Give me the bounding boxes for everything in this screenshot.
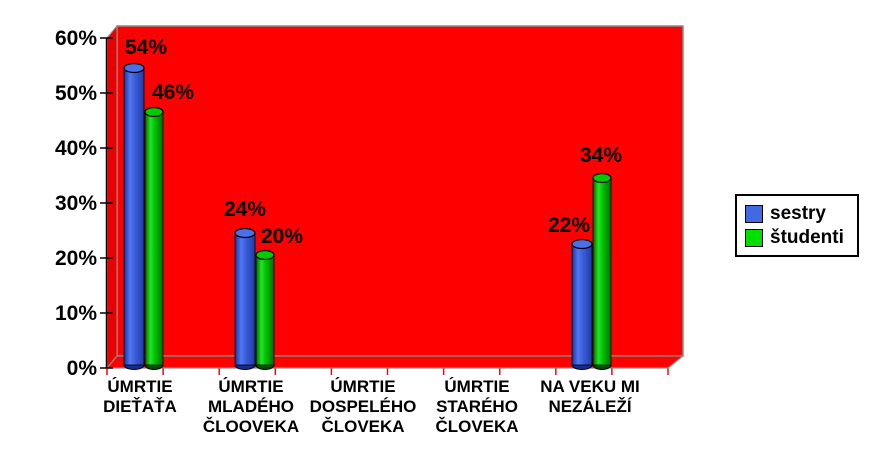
bar-študenti-cat0 [144, 106, 164, 370]
y-axis-label: 60% [55, 27, 97, 50]
studenti-swatch [745, 228, 763, 247]
bar-študenti-cat4 [592, 172, 612, 370]
value-label-sestry-cat4: 22% [548, 214, 590, 237]
sestry-label: sestry [770, 203, 826, 224]
x-axis-label-cat1: ÚMRTIE MLADÉHO ČLOOVEKA [203, 377, 299, 436]
bar-sestry-cat4 [571, 238, 593, 370]
legend-item-studenti: študenti [745, 228, 844, 247]
y-axis-label: 20% [55, 247, 97, 270]
y-axis-label: 10% [55, 302, 97, 325]
x-axis-label-cat3: ÚMRTIE STARÉHO ČLOVEKA [435, 377, 518, 436]
sestry-swatch [745, 204, 763, 223]
legend: sestry študenti [735, 194, 859, 257]
y-axis-label: 0% [67, 357, 98, 380]
value-label-študenti-cat1: 20% [261, 225, 303, 248]
value-label-študenti-cat0: 46% [152, 81, 194, 104]
plot-side-wall [106, 24, 118, 370]
y-axis-label: 40% [55, 137, 97, 160]
value-label-sestry-cat1: 24% [224, 198, 266, 221]
bar-sestry-cat0 [123, 62, 145, 370]
y-axis-label: 30% [55, 192, 97, 215]
value-label-študenti-cat4: 34% [580, 144, 622, 167]
studenti-label: študenti [770, 227, 844, 248]
legend-item-sestry: sestry [745, 204, 844, 223]
bar-sestry-cat1 [234, 227, 256, 370]
y-axis-label: 50% [55, 82, 97, 105]
value-label-sestry-cat0: 54% [125, 36, 167, 59]
bar-študenti-cat1 [255, 249, 275, 370]
x-axis-label-cat2: ÚMRTIE DOSPELÉHO ČLOVEKA [310, 377, 417, 436]
x-axis-label-cat0: ÚMRTIE DIEŤAŤA [103, 377, 177, 416]
x-axis-label-cat4: NA VEKU MI NEZÁLEŽÍ [540, 377, 640, 416]
